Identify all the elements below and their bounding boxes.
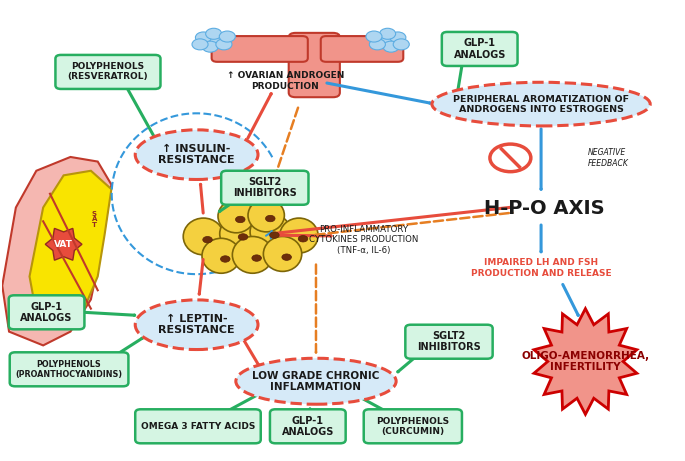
Circle shape: [490, 144, 531, 171]
Text: ↑ OVARIAN ANDROGEN
PRODUCTION: ↑ OVARIAN ANDROGEN PRODUCTION: [227, 71, 344, 91]
Text: H-P-O AXIS: H-P-O AXIS: [484, 199, 605, 218]
Text: IMPAIRED LH AND FSH
PRODUCTION AND RELEASE: IMPAIRED LH AND FSH PRODUCTION AND RELEA…: [471, 259, 612, 278]
Circle shape: [236, 216, 245, 223]
Circle shape: [221, 256, 230, 262]
Text: SGLT2
INHIBITORS: SGLT2 INHIBITORS: [417, 331, 481, 352]
FancyBboxPatch shape: [270, 409, 346, 443]
Text: GLP-1
ANALOGS: GLP-1 ANALOGS: [453, 38, 506, 59]
Ellipse shape: [195, 32, 212, 43]
Ellipse shape: [218, 200, 254, 233]
Circle shape: [270, 232, 279, 238]
Circle shape: [252, 255, 262, 261]
Text: POLYPHENOLS
(PROANTHOCYANIDINS): POLYPHENOLS (PROANTHOCYANIDINS): [16, 360, 123, 379]
Ellipse shape: [383, 41, 399, 52]
Ellipse shape: [192, 39, 208, 50]
FancyBboxPatch shape: [9, 296, 84, 329]
Ellipse shape: [135, 300, 258, 349]
Text: SGLT2
INHIBITORS: SGLT2 INHIBITORS: [233, 177, 297, 198]
FancyBboxPatch shape: [406, 325, 493, 359]
Ellipse shape: [236, 358, 396, 404]
FancyBboxPatch shape: [55, 55, 160, 89]
Ellipse shape: [393, 39, 409, 50]
Ellipse shape: [263, 236, 302, 272]
FancyBboxPatch shape: [288, 33, 340, 97]
Text: VAT: VAT: [54, 240, 73, 249]
Text: GLP-1
ANALOGS: GLP-1 ANALOGS: [282, 416, 334, 437]
Polygon shape: [2, 157, 112, 345]
Text: ↑ LEPTIN-
RESISTANCE: ↑ LEPTIN- RESISTANCE: [158, 314, 235, 335]
FancyBboxPatch shape: [221, 171, 308, 205]
Polygon shape: [45, 228, 82, 260]
Ellipse shape: [250, 213, 290, 250]
FancyBboxPatch shape: [442, 32, 518, 66]
Ellipse shape: [379, 28, 396, 39]
Ellipse shape: [432, 82, 650, 126]
Ellipse shape: [209, 34, 225, 45]
Ellipse shape: [232, 236, 273, 273]
Circle shape: [282, 254, 291, 260]
Polygon shape: [534, 308, 637, 414]
Circle shape: [238, 234, 248, 240]
Ellipse shape: [390, 32, 406, 43]
Ellipse shape: [219, 31, 236, 42]
Circle shape: [266, 215, 275, 222]
Ellipse shape: [216, 39, 232, 50]
Ellipse shape: [135, 130, 258, 179]
Text: GLP-1
ANALOGS: GLP-1 ANALOGS: [21, 301, 73, 323]
FancyBboxPatch shape: [364, 409, 462, 443]
Ellipse shape: [366, 31, 382, 42]
FancyBboxPatch shape: [212, 36, 308, 62]
Ellipse shape: [248, 199, 284, 232]
Ellipse shape: [202, 41, 219, 52]
Ellipse shape: [184, 218, 223, 255]
Ellipse shape: [220, 216, 258, 251]
Circle shape: [298, 236, 308, 242]
Text: S
A
T: S A T: [92, 211, 97, 228]
Text: POLYPHENOLS
(CURCUMIN): POLYPHENOLS (CURCUMIN): [376, 417, 449, 436]
Text: LOW GRADE CHRONIC
INFLAMMATION: LOW GRADE CHRONIC INFLAMMATION: [252, 371, 379, 392]
Text: POLYPHENOLS
(RESVERATROL): POLYPHENOLS (RESVERATROL): [68, 62, 148, 82]
Ellipse shape: [202, 238, 240, 273]
Text: OLIGO-AMENORRHEA,
INFERTILITY: OLIGO-AMENORRHEA, INFERTILITY: [521, 351, 649, 372]
Ellipse shape: [376, 34, 393, 45]
FancyBboxPatch shape: [321, 36, 403, 62]
Circle shape: [203, 236, 212, 243]
Text: PRO-INFLAMMATORY
CYTOKINES PRODUCTION
(TNF-α, IL-6): PRO-INFLAMMATORY CYTOKINES PRODUCTION (T…: [309, 225, 419, 254]
Text: NEGATIVE
FEEDBACK: NEGATIVE FEEDBACK: [588, 148, 628, 168]
FancyBboxPatch shape: [135, 409, 261, 443]
Ellipse shape: [206, 28, 222, 39]
Text: OMEGA 3 FATTY ACIDS: OMEGA 3 FATTY ACIDS: [141, 422, 256, 431]
FancyBboxPatch shape: [10, 352, 128, 386]
Ellipse shape: [369, 39, 386, 50]
Polygon shape: [29, 171, 112, 322]
Ellipse shape: [279, 218, 318, 253]
Text: PERIPHERAL AROMATIZATION OF
ANDROGENS INTO ESTROGENS: PERIPHERAL AROMATIZATION OF ANDROGENS IN…: [453, 95, 629, 113]
Text: ↑ INSULIN-
RESISTANCE: ↑ INSULIN- RESISTANCE: [158, 144, 235, 165]
